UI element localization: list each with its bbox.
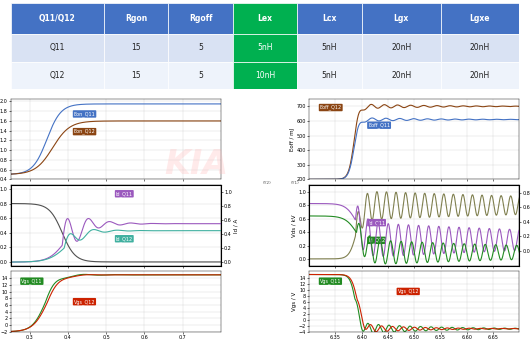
Text: 5: 5 — [198, 71, 203, 80]
Text: Vgs_Q12: Vgs_Q12 — [74, 299, 95, 304]
Text: Vgs_Q11: Vgs_Q11 — [320, 278, 341, 284]
Text: Q11/Q12: Q11/Q12 — [39, 14, 76, 23]
Text: 5: 5 — [198, 43, 203, 52]
FancyBboxPatch shape — [168, 34, 233, 62]
FancyBboxPatch shape — [168, 62, 233, 90]
Y-axis label: Vgs / V: Vgs / V — [293, 292, 297, 311]
FancyBboxPatch shape — [233, 34, 297, 62]
Text: KIA: KIA — [164, 148, 228, 181]
Text: (Y2): (Y2) — [263, 181, 272, 185]
Y-axis label: Id / A: Id / A — [233, 218, 238, 233]
FancyBboxPatch shape — [168, 3, 233, 34]
FancyBboxPatch shape — [104, 62, 168, 90]
FancyBboxPatch shape — [104, 34, 168, 62]
Y-axis label: Eoff / mJ: Eoff / mJ — [290, 128, 295, 151]
FancyBboxPatch shape — [11, 3, 104, 34]
Text: Q12: Q12 — [49, 71, 65, 80]
Text: 5nH: 5nH — [322, 43, 337, 52]
Text: 20nH: 20nH — [391, 71, 411, 80]
FancyBboxPatch shape — [11, 34, 104, 62]
Text: Lgxe: Lgxe — [470, 14, 490, 23]
FancyBboxPatch shape — [297, 3, 362, 34]
Text: 20nH: 20nH — [470, 43, 490, 52]
Text: Q11: Q11 — [49, 43, 65, 52]
Text: 15: 15 — [131, 43, 141, 52]
Y-axis label: Vds / kV: Vds / kV — [292, 214, 297, 237]
FancyBboxPatch shape — [362, 62, 440, 90]
FancyBboxPatch shape — [233, 62, 297, 90]
X-axis label: Time/uSecs: Time/uSecs — [399, 341, 429, 342]
Text: Id_Q12: Id_Q12 — [368, 237, 385, 243]
Text: 5nH: 5nH — [257, 43, 273, 52]
Text: Eon_Q12: Eon_Q12 — [74, 129, 95, 134]
Text: 15: 15 — [131, 71, 141, 80]
Text: Lgx: Lgx — [394, 14, 409, 23]
Text: Vgs_Q11: Vgs_Q11 — [21, 278, 42, 284]
Text: Lex: Lex — [258, 14, 272, 23]
FancyBboxPatch shape — [104, 3, 168, 34]
Text: 5nH: 5nH — [322, 71, 337, 80]
FancyBboxPatch shape — [362, 3, 440, 34]
Text: Id_Q11: Id_Q11 — [368, 220, 385, 225]
FancyBboxPatch shape — [11, 62, 104, 90]
X-axis label: Time/uSecs: Time/uSecs — [101, 341, 131, 342]
FancyBboxPatch shape — [297, 34, 362, 62]
Text: 20nH: 20nH — [391, 43, 411, 52]
Text: Eoff_Q12: Eoff_Q12 — [320, 105, 342, 110]
Text: Id_Q11: Id_Q11 — [116, 191, 133, 197]
Text: (Y1): (Y1) — [290, 181, 299, 185]
Text: Id_Q12: Id_Q12 — [116, 236, 133, 241]
Text: Rgoff: Rgoff — [189, 14, 212, 23]
Text: Rgon: Rgon — [125, 14, 147, 23]
FancyBboxPatch shape — [440, 3, 519, 34]
Text: 20nH: 20nH — [470, 71, 490, 80]
Text: 10nH: 10nH — [255, 71, 275, 80]
FancyBboxPatch shape — [233, 3, 297, 34]
FancyBboxPatch shape — [440, 62, 519, 90]
FancyBboxPatch shape — [297, 62, 362, 90]
FancyBboxPatch shape — [362, 34, 440, 62]
Text: Eoff_Q11: Eoff_Q11 — [368, 122, 390, 128]
Text: Vgs_Q12: Vgs_Q12 — [398, 289, 419, 294]
FancyBboxPatch shape — [440, 34, 519, 62]
Text: Lcx: Lcx — [322, 14, 337, 23]
Text: Eon_Q11: Eon_Q11 — [74, 111, 95, 117]
